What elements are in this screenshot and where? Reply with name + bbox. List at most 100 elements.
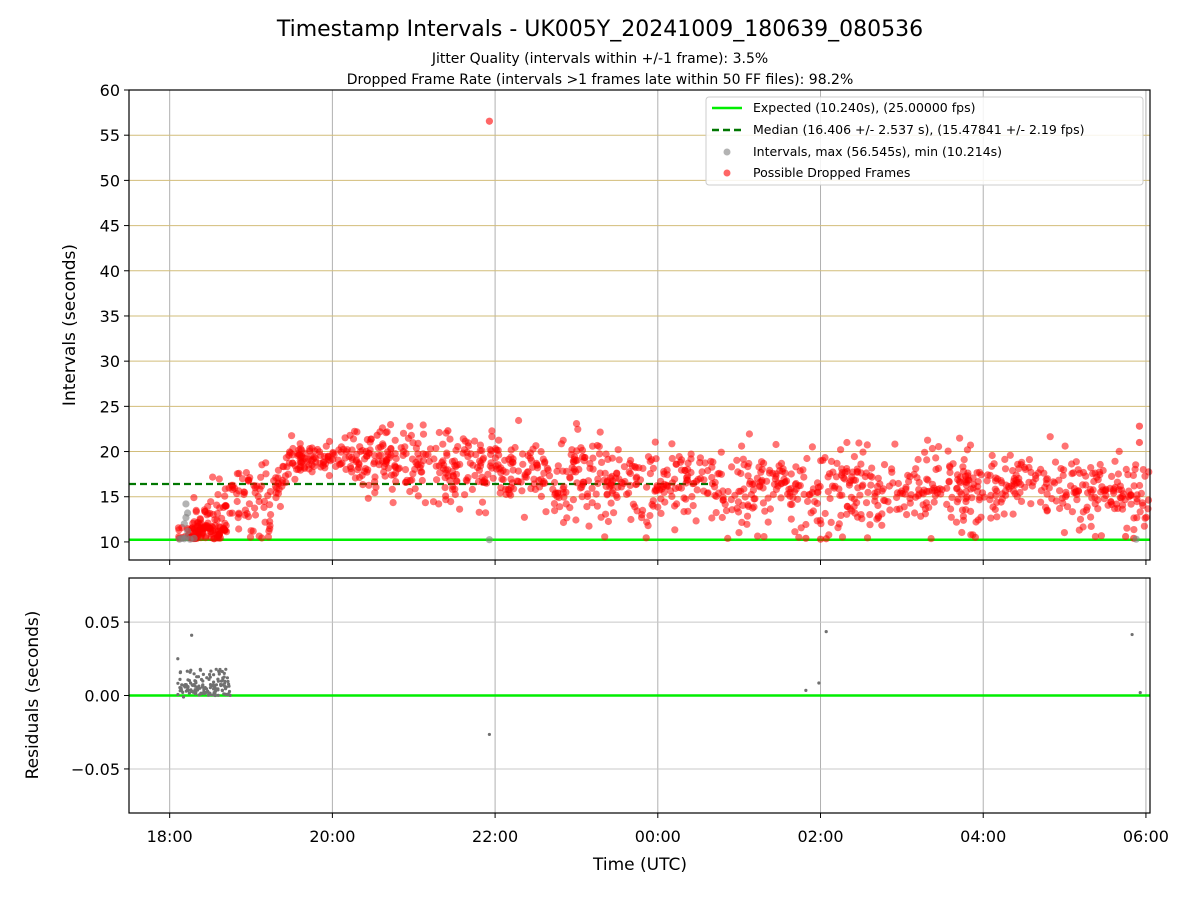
dropped-frame-point <box>421 499 429 507</box>
dropped-frame-point <box>325 472 333 480</box>
residual-cluster-point <box>185 669 189 673</box>
dropped-frame-point <box>387 421 395 429</box>
dropped-frame-point <box>207 498 215 506</box>
intervals-ytick-label-5: 35 <box>100 307 120 326</box>
dropped-frame-point <box>211 516 219 524</box>
dropped-frame-point <box>554 462 562 470</box>
dropped-frame-point <box>703 489 712 497</box>
dropped-frame-point <box>610 509 618 517</box>
dropped-frame-point <box>566 504 574 512</box>
dropped-frame-point <box>988 462 996 470</box>
dropped-frame-point <box>1127 491 1135 499</box>
dropped-frame-point <box>221 485 229 493</box>
dropped-frame-point <box>787 515 795 523</box>
dropped-frame-point <box>878 487 886 495</box>
dropped-frame-point <box>689 480 697 488</box>
dropped-frame-point <box>945 478 953 486</box>
dropped-frame-point <box>261 518 269 526</box>
dropped-frame-point <box>974 516 982 524</box>
dropped-frame-point <box>993 513 1001 521</box>
dropped-frame-point <box>1042 476 1050 484</box>
dropped-frame-point <box>215 475 223 483</box>
dropped-frame-point <box>891 440 899 448</box>
dropped-frame-point <box>301 449 309 457</box>
dropped-frame-point <box>917 512 925 520</box>
dropped-frame-point <box>287 449 295 457</box>
dropped-frame-point <box>772 485 781 493</box>
dropped-frame-point <box>575 465 583 473</box>
dropped-frame-point <box>489 474 497 482</box>
dropped-frame-point <box>921 448 929 456</box>
dropped-frame-point <box>246 474 254 482</box>
dropped-frame-point <box>963 478 971 487</box>
dropped-frame-point <box>659 482 668 491</box>
dropped-frame-point <box>904 471 912 479</box>
dropped-frame-point <box>329 450 337 458</box>
dropped-frame-point <box>471 437 479 445</box>
dropped-frame-outlier-7 <box>822 535 830 543</box>
dropped-frame-point <box>412 444 420 452</box>
dropped-frame-point <box>663 466 671 474</box>
dropped-frame-outlier-4 <box>1121 532 1130 541</box>
dropped-frame-point <box>425 457 433 466</box>
dropped-frame-point <box>214 491 222 499</box>
dropped-frame-point <box>803 454 811 463</box>
dropped-frame-point <box>1123 524 1131 532</box>
dropped-frame-point <box>451 490 459 499</box>
dropped-frame-point <box>557 440 566 448</box>
dropped-frame-point <box>867 481 875 489</box>
dropped-frame-point <box>993 487 1001 495</box>
dropped-frame-point <box>787 470 795 478</box>
dropped-frame-point <box>370 458 379 466</box>
dropped-frame-point <box>854 513 862 521</box>
residuals-ytick-label-0: −0.05 <box>71 760 120 779</box>
dropped-frame-point <box>274 480 283 488</box>
dropped-frame-point <box>627 515 635 524</box>
dropped-frame-point <box>371 452 379 460</box>
dropped-frame-point <box>779 465 787 473</box>
dropped-frame-point <box>597 513 605 521</box>
dropped-frame-point <box>649 464 658 472</box>
dropped-frame-point <box>889 479 897 487</box>
dropped-frame-point <box>260 503 268 511</box>
residual-cluster-point <box>224 692 228 696</box>
dropped-frame-point <box>944 447 952 455</box>
dropped-frame-point <box>639 506 647 514</box>
dropped-frame-point <box>1082 506 1091 514</box>
dropped-frame-point <box>289 459 297 467</box>
dropped-frame-point <box>461 491 469 499</box>
dropped-frame-point <box>930 498 938 506</box>
dropped-frame-point <box>541 479 549 487</box>
dropped-frame-point <box>838 533 847 541</box>
dropped-frame-point <box>598 458 606 466</box>
dropped-frame-point <box>589 454 597 462</box>
dropped-frame-point <box>886 506 894 514</box>
chart-title: Timestamp Intervals - UK005Y_20241009_18… <box>276 17 923 42</box>
dropped-frame-point <box>1130 526 1138 534</box>
interval-point-11 <box>485 536 494 544</box>
dropped-frame-point <box>560 493 568 501</box>
dropped-frame-point <box>1130 482 1138 490</box>
dropped-frame-point <box>1049 478 1057 486</box>
dropped-frame-point <box>987 514 995 522</box>
dropped-frame-point <box>496 489 504 497</box>
dropped-frame-point <box>827 457 836 465</box>
dropped-frame-point <box>991 505 999 514</box>
residual-cluster-point <box>214 683 218 687</box>
dropped-frame-point <box>576 484 585 492</box>
dropped-frame-point <box>514 477 522 485</box>
dropped-frame-point <box>593 502 602 510</box>
residuals-ytick-label-1: 0.00 <box>84 687 120 706</box>
dropped-frame-point <box>1145 468 1153 476</box>
dropped-frame-point <box>1076 469 1084 477</box>
dropped-frame-point <box>276 502 284 511</box>
dropped-frame-point <box>1000 510 1008 518</box>
dropped-frame-point <box>857 469 865 477</box>
dropped-frame-point <box>871 497 879 505</box>
dropped-frame-point <box>251 504 259 512</box>
dropped-frame-point <box>821 509 829 518</box>
dropped-frame-point <box>804 497 812 505</box>
dropped-frame-point <box>572 516 580 524</box>
dropped-frame-point <box>1005 483 1013 491</box>
residual-point-8 <box>181 695 186 699</box>
